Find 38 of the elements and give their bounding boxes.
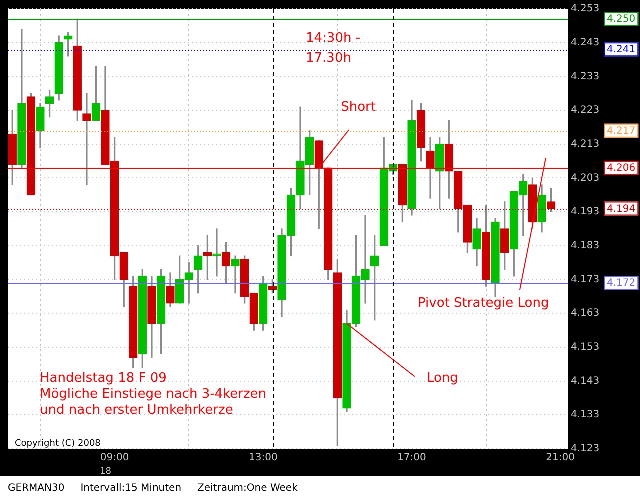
y-tick-label: 4.253 [571,4,600,15]
annotation: Handelstag 18 F 09 [40,371,167,386]
ref-line-label: 4.206 [607,163,636,174]
y-tick-label: 4.233 [571,71,600,82]
annotation: 14:30h - 17.30h [306,31,361,66]
text: 18 [100,467,112,477]
y-tick-label: 4.153 [571,342,600,354]
y-tick-label: 4.173 [571,274,600,286]
annotation: Mögliche Einstiege nach 3-4kerzen [40,387,267,402]
text: GERMAN30 [8,483,65,494]
y-tick-label: 4.143 [571,376,600,387]
y-tick-label: 4.193 [571,206,600,218]
annotation: und nach erster Umkehrkerze [40,403,234,418]
ref-line-label: 4.172 [607,278,636,290]
x-tick-label: 13:00 [248,452,278,464]
x-tick-label: 09:00 [100,452,130,464]
y-tick-label: 4.243 [571,37,600,48]
ref-line-label: 4.250 [607,14,636,26]
candlestick [82,93,92,186]
x-tick-label: 21:00 [546,452,575,464]
candlestick [212,228,222,277]
y-tick-label: 4.183 [571,240,600,252]
text: Intervall:15 Minuten [80,483,182,494]
y-tick-label: 4.213 [571,138,600,150]
ref-line-label: 4.194 [607,204,636,215]
x-tick-label: 17:00 [398,452,426,464]
text: Zeitraum:One Week [198,483,298,494]
ref-line-label: 4.217 [607,126,636,137]
ref-line-label: 4.241 [607,44,636,56]
annotation: Copyright (C) 2008 [15,439,102,449]
annotation: Long [426,370,458,386]
candlestick [231,256,240,294]
y-tick-label: 4.133 [571,410,600,421]
annotation: Pivot Strategie Long [418,296,550,311]
y-tick-label: 4.223 [571,105,600,116]
y-tick-label: 4.203 [571,172,600,184]
annotation: Short [341,100,376,116]
y-tick-label: 4.163 [571,308,600,320]
